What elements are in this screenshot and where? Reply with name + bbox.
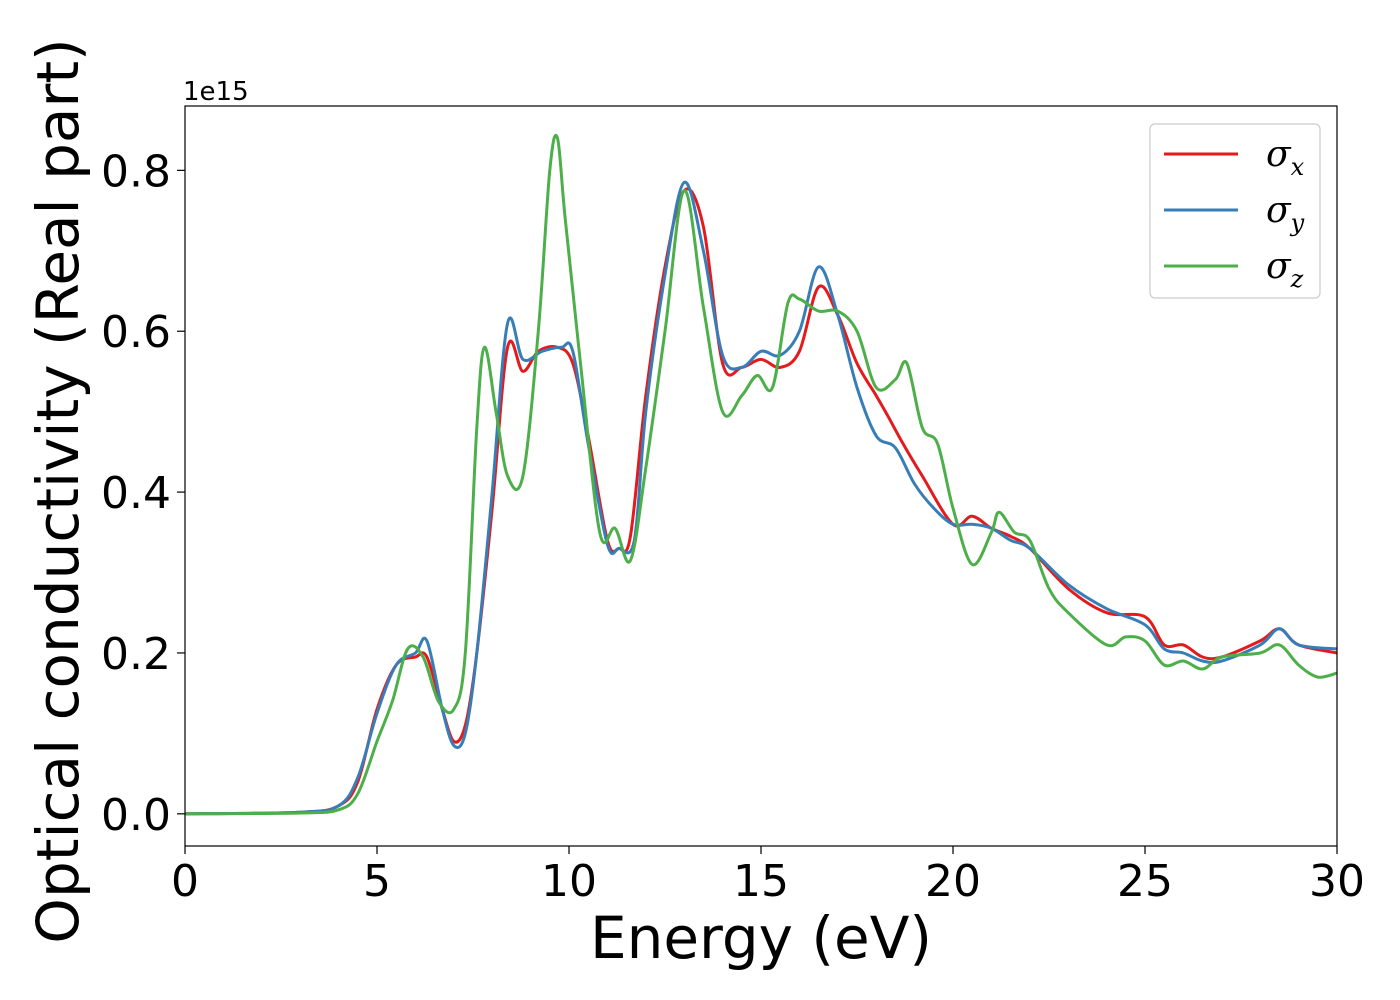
y-tick-label: 0.6 <box>101 307 171 358</box>
legend-label-z: σz <box>1266 246 1304 293</box>
y-axis-label: Optical conductivity (Real part) <box>24 38 92 943</box>
y-tick-label: 0.4 <box>101 468 171 519</box>
series-layer <box>185 133 1337 816</box>
legend-subscript: y <box>1290 209 1305 237</box>
x-tick-label: 5 <box>363 856 391 907</box>
x-tick-label: 25 <box>1117 856 1173 907</box>
axis-ticks: 0 5 10 15 20 25 30 0.0 0.2 0.4 0.6 0.8 <box>101 146 1365 907</box>
x-tick-label: 0 <box>171 856 199 907</box>
legend-symbol: σ <box>1266 134 1292 175</box>
series-line-y <box>185 180 1337 816</box>
y-offset-label: 1e15 <box>183 77 249 107</box>
x-axis-label: Energy (eV) <box>590 904 932 972</box>
x-tick-label: 10 <box>541 856 597 907</box>
legend-subscript: x <box>1291 153 1305 181</box>
series-line-x <box>185 187 1337 816</box>
legend-subscript: z <box>1290 265 1304 293</box>
y-tick-label: 0.0 <box>101 790 171 841</box>
y-tick-label: 0.8 <box>101 146 171 197</box>
x-tick-label: 15 <box>733 856 789 907</box>
legend-symbol: σ <box>1266 246 1292 287</box>
x-tick-label: 20 <box>925 856 981 907</box>
legend-label-y: σy <box>1266 190 1305 237</box>
legend-symbol: σ <box>1266 190 1292 231</box>
y-tick-label: 0.2 <box>101 629 171 680</box>
x-tick-label: 30 <box>1309 856 1365 907</box>
legend-label-x: σx <box>1266 134 1305 181</box>
series-line-z <box>185 133 1337 816</box>
